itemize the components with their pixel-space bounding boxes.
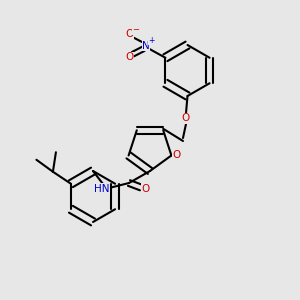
Text: +: + — [148, 36, 154, 45]
Text: O: O — [182, 113, 190, 124]
Text: O: O — [125, 52, 134, 62]
Text: O: O — [141, 184, 150, 194]
Text: O: O — [125, 29, 134, 39]
Text: HN: HN — [94, 184, 110, 194]
Text: O: O — [173, 151, 181, 160]
Text: −: − — [133, 25, 140, 34]
Text: N: N — [142, 41, 150, 51]
